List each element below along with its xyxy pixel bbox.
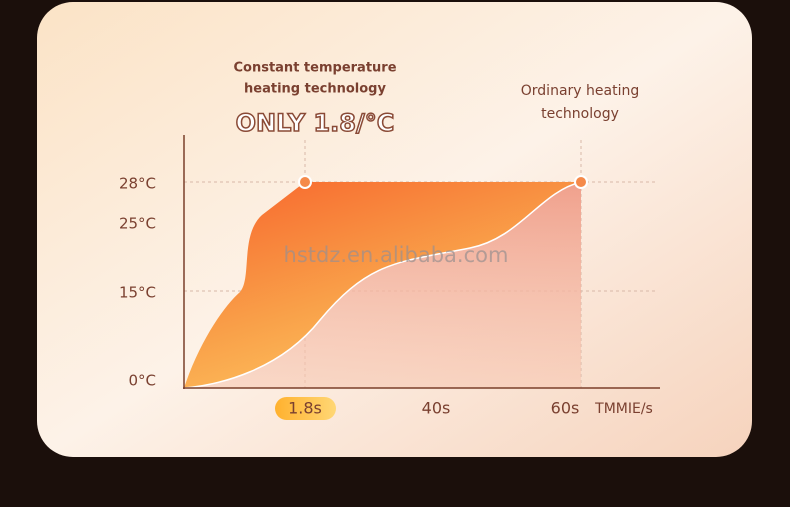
ordinary-curve — [183, 181, 582, 389]
y-label: 28°C — [119, 175, 156, 193]
x-label: 40s — [422, 399, 451, 418]
x-label: 60s — [551, 399, 580, 418]
x-unit: TMMIE/s — [594, 401, 653, 417]
label: Constant temperature — [233, 61, 396, 76]
point — [574, 175, 588, 189]
label: technology — [541, 106, 619, 122]
y-label: 0°C — [128, 372, 156, 390]
highlight-pill — [275, 397, 336, 420]
x-label: 1.8s — [288, 399, 322, 418]
label: heating technology — [244, 82, 386, 97]
ordinary-area — [184, 182, 581, 388]
watermark: hstdz.en.alibaba.com — [284, 243, 509, 267]
y-label: 25°C — [119, 215, 156, 233]
y-label: 15°C — [119, 284, 156, 302]
point — [298, 175, 312, 189]
badge: ONLY 1.8/°C — [236, 109, 395, 137]
label: Ordinary heating — [521, 83, 639, 99]
constant-area — [184, 182, 581, 388]
